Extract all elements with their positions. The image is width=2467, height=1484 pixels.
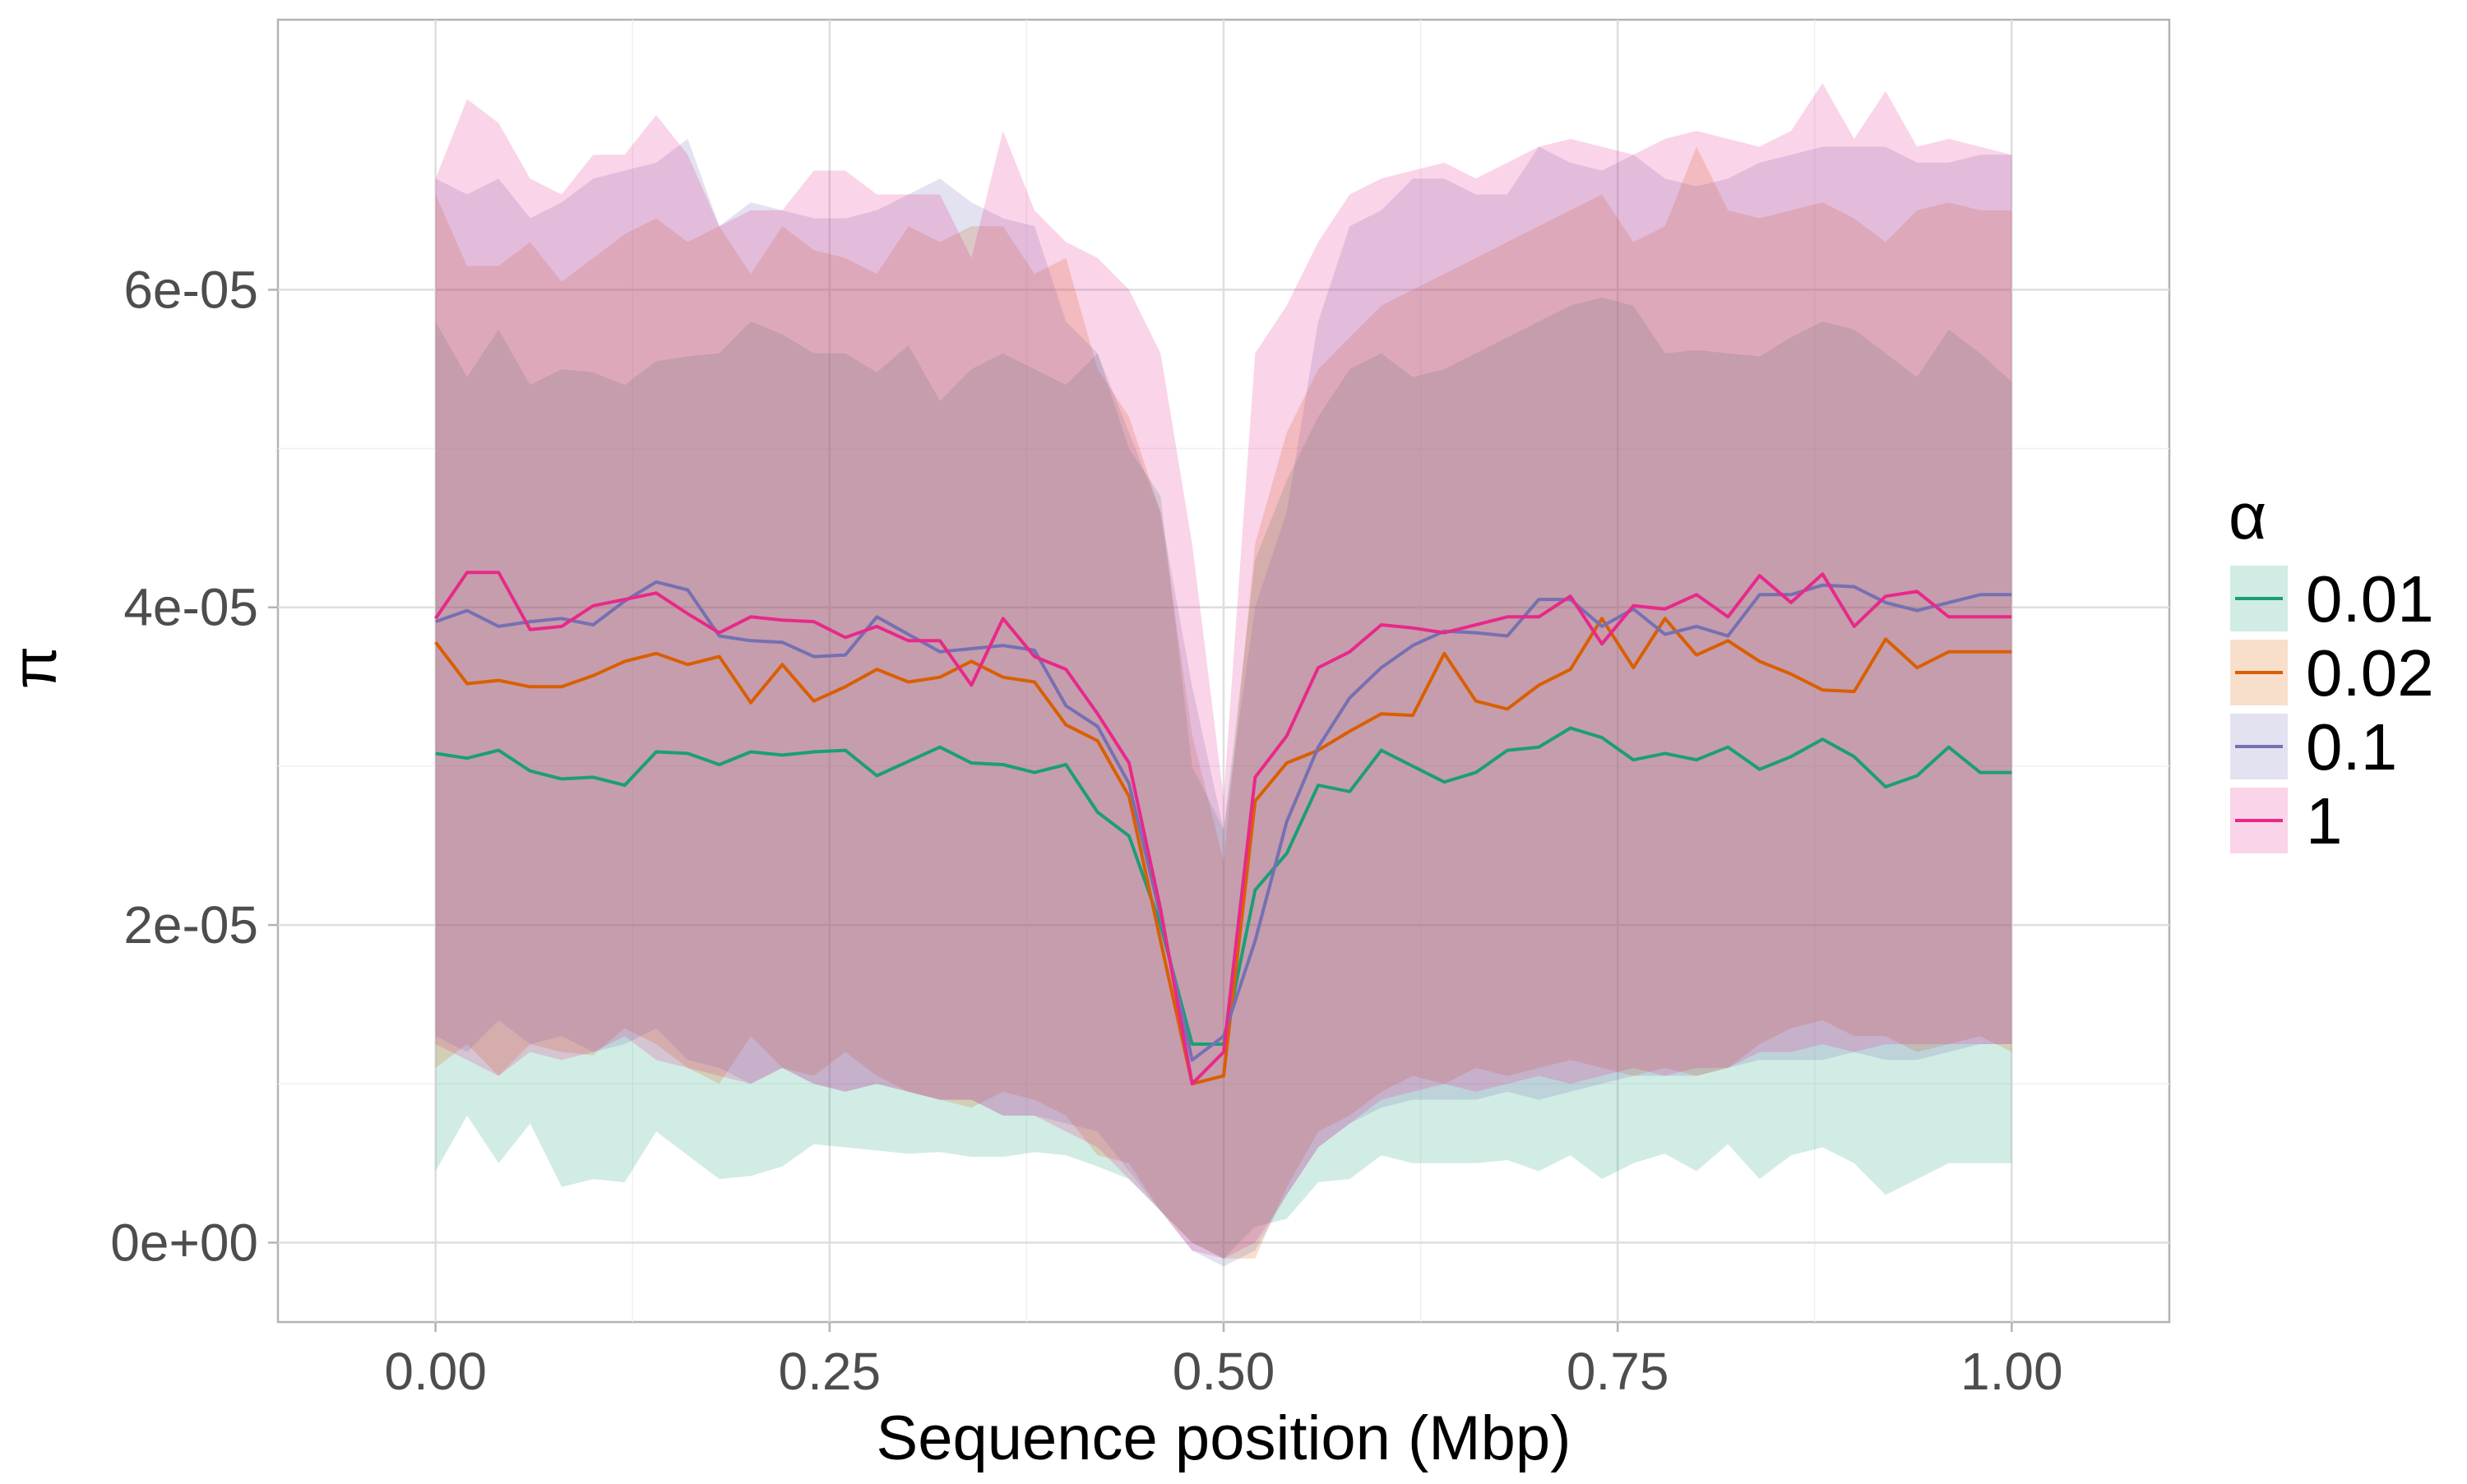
x-axis-ticks: 0.00 0.25 0.50 0.75 1.00 bbox=[384, 1322, 2063, 1401]
y-tick-label: 4e-05 bbox=[123, 578, 258, 637]
ribbon-alpha-0.02 bbox=[435, 146, 2012, 1259]
line-alpha-0.02 bbox=[434, 617, 2012, 1086]
x-tick-label: 1.00 bbox=[1960, 1342, 2063, 1401]
y-tick-label: 0e+00 bbox=[110, 1213, 258, 1272]
grid-layer bbox=[278, 20, 2169, 1322]
x-tick-label: 0.00 bbox=[384, 1342, 487, 1401]
band-layer bbox=[435, 83, 2012, 1267]
legend-label-0.02: 0.02 bbox=[2306, 636, 2434, 710]
legend-label-0.1: 0.1 bbox=[2306, 710, 2397, 784]
ribbon-alpha-0.1 bbox=[435, 138, 2012, 1267]
ribbon-alpha-1 bbox=[435, 83, 2012, 1259]
legend-label-1: 1 bbox=[2306, 784, 2343, 858]
line-alpha-0.1 bbox=[435, 580, 2012, 1062]
y-tick-label: 2e-05 bbox=[123, 895, 258, 955]
legend-label-0.01: 0.01 bbox=[2306, 562, 2434, 636]
ribbon-alpha-0.01 bbox=[435, 298, 2012, 1259]
y-tick-label: 6e-05 bbox=[123, 260, 258, 319]
legend-title: α bbox=[2229, 479, 2266, 552]
x-axis-title: Sequence position (Mbp) bbox=[877, 1403, 1571, 1473]
y-axis-ticks: 0e+00 2e-05 4e-05 6e-05 bbox=[110, 260, 278, 1272]
line-alpha-1 bbox=[434, 571, 2012, 1086]
x-tick-label: 0.25 bbox=[779, 1342, 882, 1401]
x-tick-label: 0.75 bbox=[1567, 1342, 1669, 1401]
line-layer bbox=[434, 571, 2012, 1086]
x-tick-label: 0.50 bbox=[1173, 1342, 1275, 1401]
y-axis-title: π bbox=[0, 646, 70, 689]
legend: 0.010.020.11 bbox=[2230, 562, 2434, 858]
